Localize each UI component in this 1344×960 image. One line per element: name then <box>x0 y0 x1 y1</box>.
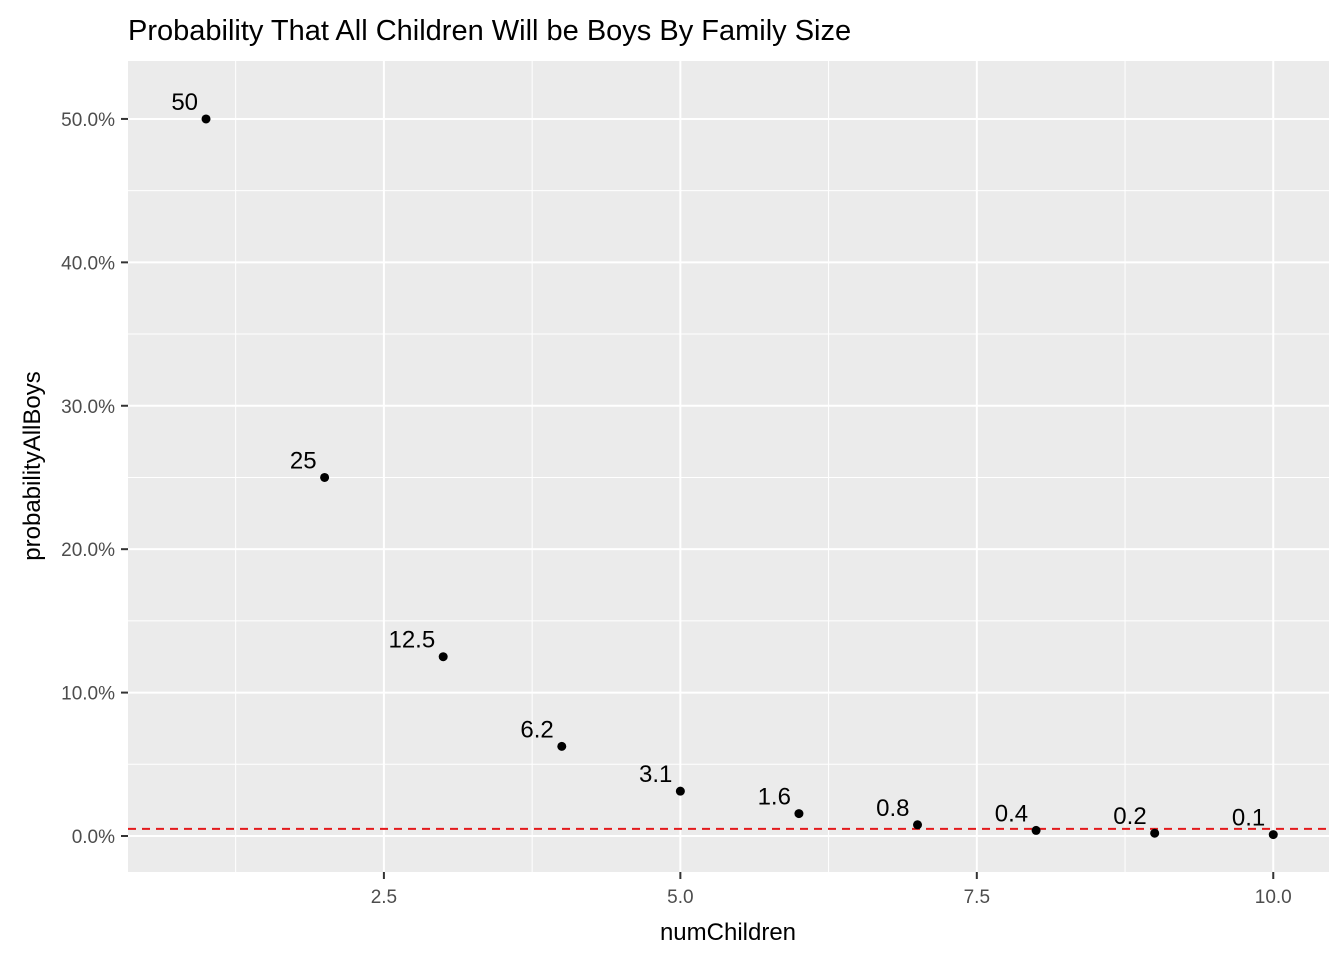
y-axis: 0.0% 10.0% 20.0% 30.0% 40.0% 50.0% <box>61 110 128 848</box>
major-gridlines <box>128 61 1329 872</box>
point-label: 50 <box>171 89 198 116</box>
data-point <box>675 786 685 796</box>
x-axis: 2.5 5.0 7.5 10.0 <box>371 872 1292 908</box>
data-point <box>1150 828 1160 838</box>
point-label: 12.5 <box>388 627 435 654</box>
point-label: 3.1 <box>639 761 672 788</box>
data-point <box>794 809 804 819</box>
point-label: 0.4 <box>995 800 1028 827</box>
x-tick-label: 2.5 <box>371 887 397 908</box>
y-tick-label: 10.0% <box>61 684 115 705</box>
point-label: 6.2 <box>520 716 553 743</box>
y-tick-label: 50.0% <box>61 110 115 131</box>
y-tick-label: 30.0% <box>61 397 115 418</box>
x-tick-label: 5.0 <box>667 887 693 908</box>
point-label: 0.8 <box>876 795 909 822</box>
point-label: 1.6 <box>758 784 791 811</box>
x-tick-label: 10.0 <box>1255 887 1292 908</box>
point-label: 0.1 <box>1232 805 1265 832</box>
x-axis-title: numChildren <box>660 919 796 946</box>
data-point <box>438 652 448 662</box>
chart-title: Probability That All Children Will be Bo… <box>128 15 851 47</box>
data-point <box>913 820 923 830</box>
y-tick-label: 20.0% <box>61 540 115 561</box>
data-point <box>1268 830 1278 840</box>
y-tick-label: 0.0% <box>72 827 115 848</box>
point-label: 0.2 <box>1113 803 1146 830</box>
data-point <box>1031 825 1041 835</box>
minor-gridlines <box>128 61 1329 872</box>
x-tick-label: 7.5 <box>964 887 990 908</box>
point-labels: 50 25 12.5 6.2 3.1 1.6 0.8 0.4 0.2 0.1 <box>171 89 1265 832</box>
points <box>201 114 1278 840</box>
data-point <box>557 741 567 751</box>
point-label: 25 <box>290 447 317 474</box>
y-axis-title: probabilityAllBoys <box>19 371 46 560</box>
plot-panel <box>128 61 1329 872</box>
data-point <box>320 472 330 482</box>
data-point <box>201 114 211 124</box>
y-tick-label: 40.0% <box>61 253 115 274</box>
